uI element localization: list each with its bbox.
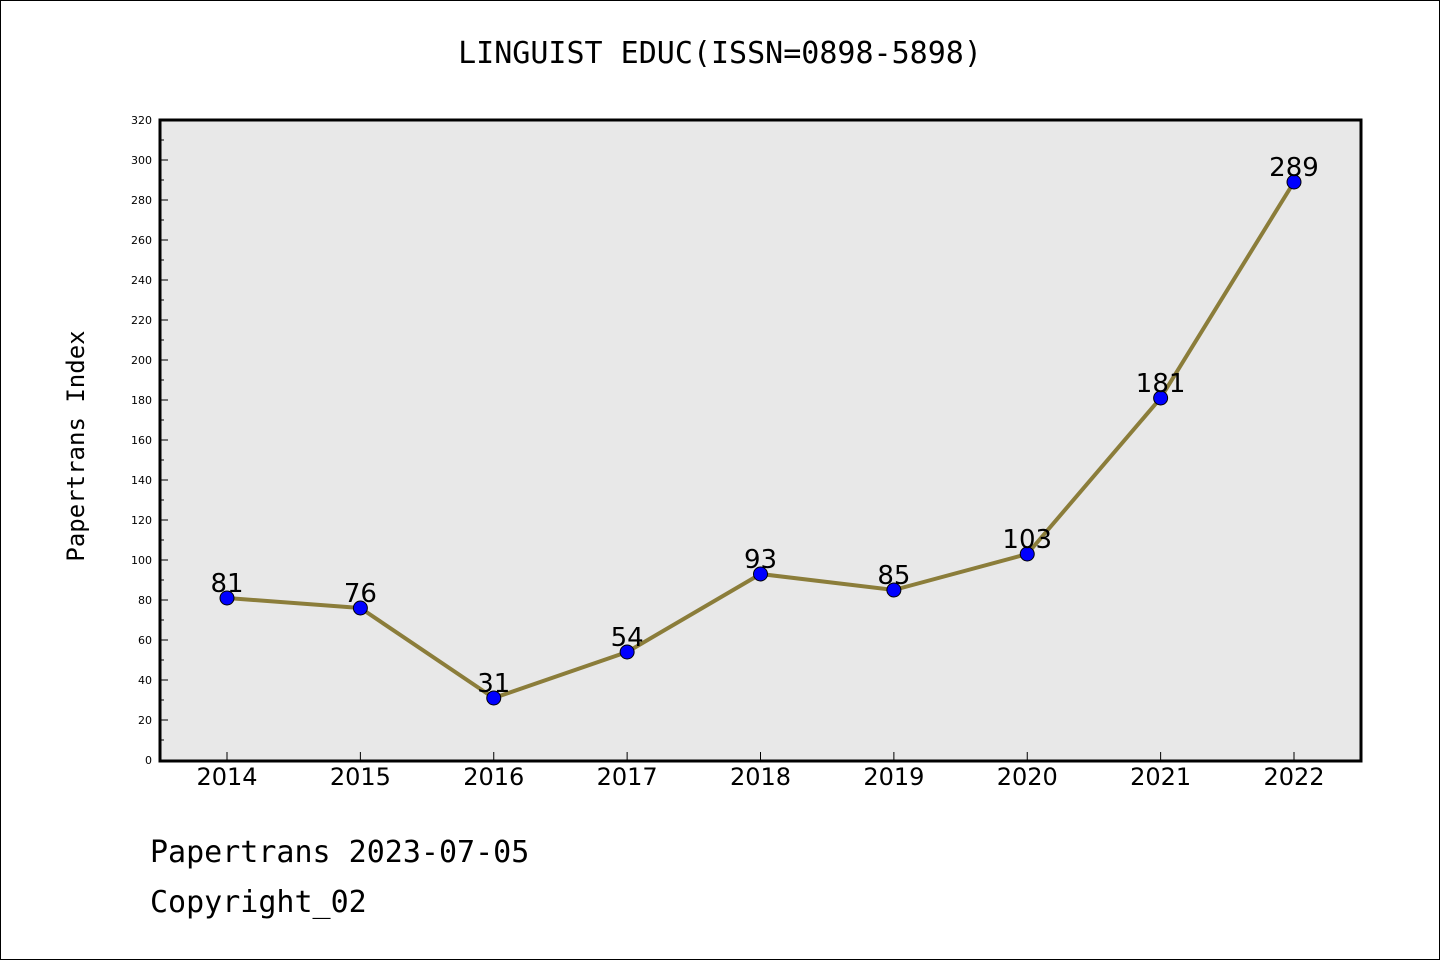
y-tick-label: 320 bbox=[131, 114, 152, 127]
data-labels: 81 76 31 54 93 85 103 181 289 bbox=[210, 153, 1318, 699]
x-tick-label: 2015 bbox=[330, 763, 391, 791]
data-point bbox=[1019, 546, 1035, 562]
data-label: 103 bbox=[1002, 525, 1052, 555]
data-point bbox=[486, 690, 502, 706]
data-label: 54 bbox=[611, 623, 644, 653]
y-tick-label: 180 bbox=[131, 394, 152, 407]
y-tick-label: 40 bbox=[138, 674, 152, 687]
y-axis-title: Papertrans Index bbox=[62, 330, 90, 561]
y-tick-label: 60 bbox=[138, 634, 152, 647]
y-tick-label: 300 bbox=[131, 154, 152, 167]
footer-copyright: Copyright_02 bbox=[150, 885, 367, 920]
y-tick-label: 140 bbox=[131, 474, 152, 487]
y-tick-label: 20 bbox=[138, 714, 152, 727]
x-tick-label: 2016 bbox=[463, 763, 524, 791]
x-tick-label: 2022 bbox=[1263, 763, 1324, 791]
y-tick-label: 200 bbox=[131, 354, 152, 367]
x-tick-label: 2018 bbox=[730, 763, 791, 791]
y-axis: 0 20 40 60 80 100 120 140 160 180 200 220 240 260 280 3… bbox=[131, 114, 168, 767]
data-point bbox=[886, 582, 902, 598]
x-tick-label: 2014 bbox=[196, 763, 257, 791]
data-label: 289 bbox=[1269, 153, 1319, 183]
data-label: 93 bbox=[744, 545, 777, 575]
data-point bbox=[619, 644, 635, 660]
x-axis: 2014 2015 2016 2017 2018 2019 2020 2021 2022 bbox=[196, 752, 1325, 791]
y-tick-label: 120 bbox=[131, 514, 152, 527]
x-tick-label: 2019 bbox=[863, 763, 924, 791]
plot-area bbox=[158, 118, 1363, 763]
data-label: 81 bbox=[210, 569, 243, 599]
y-tick-label: 100 bbox=[131, 554, 152, 567]
data-point bbox=[352, 600, 368, 616]
data-label: 181 bbox=[1136, 369, 1186, 399]
y-tick-label: 260 bbox=[131, 234, 152, 247]
chart-title: LINGUIST EDUC(ISSN=0898-5898) bbox=[458, 36, 982, 71]
y-tick-label: 280 bbox=[131, 194, 152, 207]
data-label: 85 bbox=[877, 561, 910, 591]
data-points bbox=[219, 174, 1302, 706]
data-point bbox=[753, 566, 768, 582]
footer-date: Papertrans 2023-07-05 bbox=[150, 835, 530, 870]
data-point bbox=[219, 590, 235, 606]
data-point bbox=[1286, 174, 1302, 190]
y-tick-label: 220 bbox=[131, 314, 152, 327]
data-point bbox=[1153, 390, 1169, 406]
x-tick-label: 2017 bbox=[597, 763, 658, 791]
data-label: 31 bbox=[477, 669, 510, 699]
x-tick-label: 2021 bbox=[1130, 763, 1191, 791]
y-tick-label: 80 bbox=[138, 594, 152, 607]
y-tick-label: 160 bbox=[131, 434, 152, 447]
x-tick-label: 2020 bbox=[997, 763, 1058, 791]
y-tick-label: 240 bbox=[131, 274, 152, 287]
data-label: 76 bbox=[344, 579, 377, 609]
y-tick-label: 0 bbox=[145, 754, 152, 767]
